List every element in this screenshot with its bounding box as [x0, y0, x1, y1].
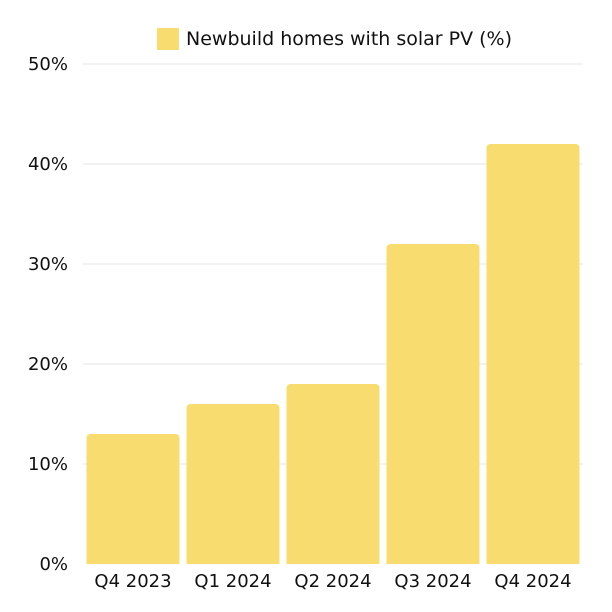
bar	[286, 384, 380, 564]
bars	[86, 144, 580, 564]
bar-base	[86, 558, 180, 564]
x-tick-label: Q2 2024	[294, 571, 371, 592]
x-axis-ticks: Q4 2023 Q1 2024 Q2 2024 Q3 2024 Q4 2024	[94, 571, 571, 592]
y-tick-label: 50%	[28, 54, 68, 75]
bar	[186, 404, 280, 564]
bar	[386, 244, 480, 564]
x-tick-label: Q4 2023	[94, 571, 171, 592]
y-tick-label: 10%	[28, 454, 68, 475]
bar-base	[486, 558, 580, 564]
bar-base	[186, 558, 280, 564]
y-tick-label: 30%	[28, 254, 68, 275]
bar-base	[286, 558, 380, 564]
legend: Newbuild homes with solar PV (%)	[157, 28, 512, 50]
bar	[86, 434, 180, 564]
bar	[486, 144, 580, 564]
y-tick-label: 40%	[28, 154, 68, 175]
x-tick-label: Q3 2024	[394, 571, 471, 592]
x-tick-label: Q4 2024	[494, 571, 571, 592]
legend-swatch	[157, 28, 179, 50]
x-tick-label: Q1 2024	[194, 571, 271, 592]
bar-base	[386, 558, 480, 564]
legend-label: Newbuild homes with solar PV (%)	[186, 28, 513, 50]
y-axis-ticks: 0% 10% 20% 30% 40% 50%	[28, 54, 68, 575]
y-tick-label: 0%	[39, 554, 68, 575]
y-tick-label: 20%	[28, 354, 68, 375]
